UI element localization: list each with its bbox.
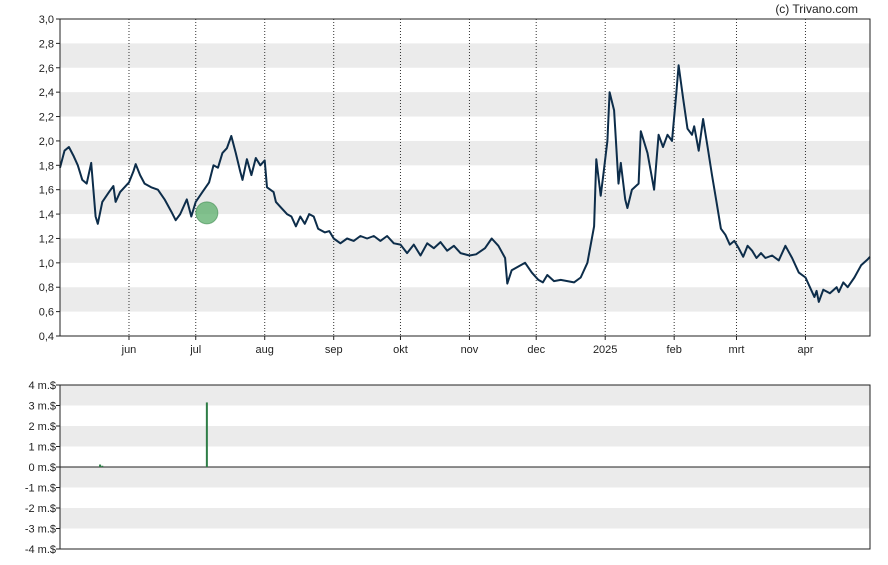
x-tick-label: nov bbox=[461, 344, 479, 356]
price-x-ticks: jun jul aug sep okt nov dec 2025 feb mrt apr bbox=[121, 336, 814, 356]
y-tick-label: 2,8 bbox=[39, 38, 54, 50]
y-tick-label: -1 m.$ bbox=[25, 483, 56, 495]
x-tick-label: okt bbox=[393, 344, 408, 356]
x-tick-label: dec bbox=[527, 344, 545, 356]
volume-band bbox=[60, 385, 870, 406]
y-tick-label: 0 m.$ bbox=[28, 462, 56, 474]
y-tick-label: 1 m.$ bbox=[28, 442, 56, 454]
price-band bbox=[60, 140, 870, 166]
y-tick-label: 1,2 bbox=[39, 233, 54, 245]
y-tick-label: 2,0 bbox=[39, 136, 54, 148]
x-tick-label: jun bbox=[121, 344, 137, 356]
y-tick-label: 4 m.$ bbox=[28, 380, 56, 392]
x-tick-label: aug bbox=[256, 344, 274, 356]
y-tick-label: 0,8 bbox=[39, 282, 54, 294]
y-tick-label: 1,4 bbox=[39, 209, 54, 221]
y-tick-label: 2,6 bbox=[39, 63, 54, 75]
volume-bar bbox=[205, 402, 208, 467]
price-line bbox=[59, 64, 871, 303]
price-frame bbox=[59, 18, 871, 337]
y-tick-label: 2,4 bbox=[39, 87, 54, 99]
volume-y-ticks: 4 m.$ 3 m.$ 2 m.$ 1 m.$ 0 m.$ -1 m.$ -2 m.$ -3 … bbox=[25, 380, 60, 556]
price-band bbox=[60, 287, 870, 312]
price-band bbox=[60, 92, 870, 117]
volume-frame bbox=[59, 384, 871, 550]
y-tick-label: -3 m.$ bbox=[25, 524, 56, 536]
volume-bands bbox=[60, 385, 870, 529]
price-y-ticks: 3,0 2,8 2,6 2,4 2,2 2,0 1,8 1,6 1,4 1,2 1,0 0,8 0,6 0… bbox=[39, 14, 60, 343]
y-tick-label: 2 m.$ bbox=[28, 421, 56, 433]
y-tick-label: 3 m.$ bbox=[28, 401, 56, 413]
y-tick-label: -2 m.$ bbox=[25, 503, 56, 515]
y-tick-label: 3,0 bbox=[39, 14, 54, 26]
x-tick-label: sep bbox=[325, 344, 343, 356]
x-tick-label: feb bbox=[667, 344, 682, 356]
volume-bar bbox=[99, 464, 102, 467]
price-bands bbox=[60, 43, 870, 312]
y-tick-label: 1,8 bbox=[39, 160, 54, 172]
y-tick-label: 1,6 bbox=[39, 185, 54, 197]
x-tick-label: mrt bbox=[729, 344, 745, 356]
y-tick-label: 0,6 bbox=[39, 307, 54, 319]
x-tick-label: jul bbox=[189, 344, 201, 356]
price-grid bbox=[128, 19, 806, 336]
x-tick-label: 2025 bbox=[593, 344, 617, 356]
volume-band bbox=[60, 426, 870, 447]
y-tick-label: 1,0 bbox=[39, 258, 54, 270]
volume-band bbox=[60, 508, 870, 529]
volume-bars bbox=[99, 402, 208, 467]
price-band bbox=[60, 43, 870, 68]
volume-bar bbox=[101, 465, 104, 467]
y-tick-label: -4 m.$ bbox=[25, 544, 56, 556]
price-band bbox=[60, 238, 870, 263]
x-tick-label: apr bbox=[798, 344, 814, 356]
y-tick-label: 2,2 bbox=[39, 112, 54, 124]
y-tick-label: 0,4 bbox=[39, 331, 54, 343]
volume-band bbox=[60, 467, 870, 488]
price-marker bbox=[195, 201, 219, 225]
credit-text: (c) Trivano.com bbox=[775, 2, 858, 16]
